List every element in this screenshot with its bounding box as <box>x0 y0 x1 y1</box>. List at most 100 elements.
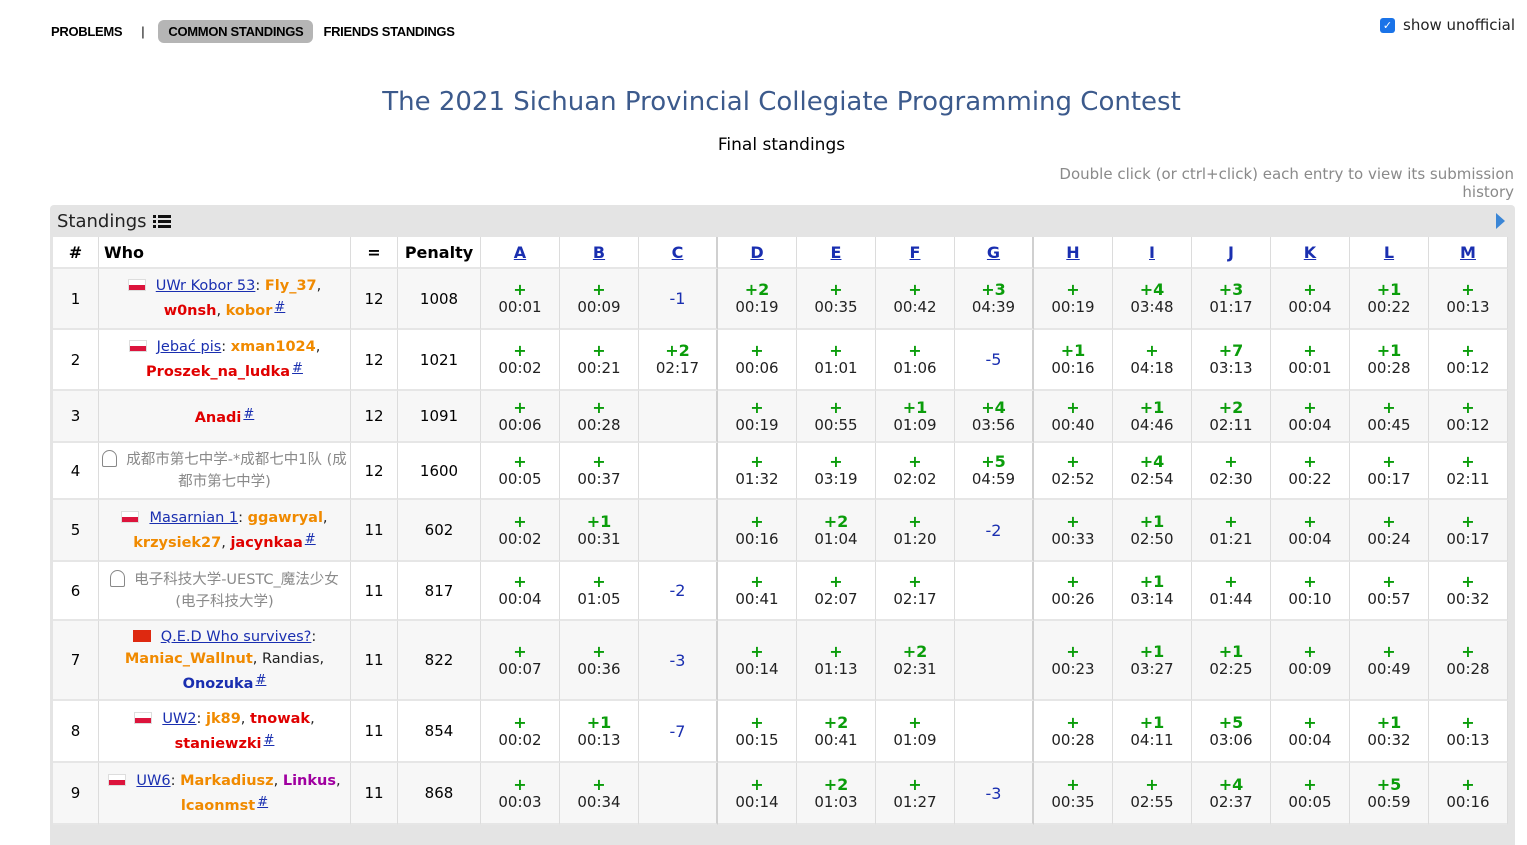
problem-result-cell[interactable]: +00:28 <box>560 391 639 443</box>
member-handle[interactable]: Markadiusz <box>180 772 274 789</box>
member-handle[interactable]: krzysiek27 <box>133 534 222 551</box>
party-hash-link[interactable]: # <box>304 531 316 547</box>
problem-result-cell[interactable]: +02:30 <box>1192 443 1271 500</box>
problem-result-cell[interactable]: +3 01:17 <box>1192 269 1271 330</box>
problem-result-cell[interactable]: +02:52 <box>1034 443 1113 500</box>
party-cell[interactable]: Q.E.D Who survives?: Maniac_Wallnut, Rand… <box>99 621 351 701</box>
problem-result-cell[interactable]: +00:49 <box>1350 621 1429 701</box>
problem-result-cell[interactable]: +02:02 <box>876 443 955 500</box>
problem-link-h[interactable]: H <box>1066 242 1080 262</box>
problem-link-m[interactable]: M <box>1460 242 1476 262</box>
problem-result-cell[interactable]: +01:13 <box>797 621 876 701</box>
team-name-link[interactable]: Masarnian 1 <box>149 509 239 526</box>
party-cell[interactable]: 成都市第七中学-*成都七中1队 (成都市第七中学) <box>99 443 351 500</box>
problem-result-cell[interactable]: +00:16 <box>718 500 797 562</box>
problem-result-cell[interactable]: +1 03:14 <box>1113 562 1192 621</box>
problem-result-cell[interactable]: +1 02:50 <box>1113 500 1192 562</box>
problem-result-cell[interactable]: +1 04:11 <box>1113 701 1192 763</box>
problem-link-f[interactable]: F <box>909 242 921 262</box>
member-handle[interactable]: jacynkaa <box>230 534 303 551</box>
member-handle[interactable]: w0nsh <box>163 303 217 319</box>
problem-result-cell[interactable] <box>639 500 718 562</box>
member-handle[interactable]: xman1024 <box>230 339 316 355</box>
problem-result-cell[interactable]: +00:34 <box>560 763 639 825</box>
member-handle[interactable]: Anadi <box>194 409 242 426</box>
problem-result-cell[interactable]: +02:07 <box>797 562 876 621</box>
problem-result-cell[interactable]: +2 01:03 <box>797 763 876 825</box>
problem-result-cell[interactable]: +00:28 <box>1034 701 1113 763</box>
problem-result-cell[interactable]: +00:06 <box>718 330 797 391</box>
standings-row[interactable]: 8 UW2: jk89, tnowak, staniewzki #11 854 +00:0… <box>53 701 1508 763</box>
problem-result-cell[interactable]: +03:19 <box>797 443 876 500</box>
problem-result-cell[interactable]: +00:01 <box>481 269 560 330</box>
problem-result-cell[interactable]: +00:04 <box>1271 500 1350 562</box>
problem-result-cell[interactable]: +4 03:48 <box>1113 269 1192 330</box>
problem-result-cell[interactable]: +00:17 <box>1429 500 1508 562</box>
party-cell[interactable]: Anadi # <box>99 391 351 443</box>
problem-result-cell[interactable]: +00:55 <box>797 391 876 443</box>
problem-link-k[interactable]: K <box>1303 242 1317 262</box>
problem-result-cell[interactable]: +00:40 <box>1034 391 1113 443</box>
party-hash-link[interactable]: # <box>263 732 275 748</box>
problem-result-cell[interactable]: +00:01 <box>1271 330 1350 391</box>
problem-link-b[interactable]: B <box>592 242 606 262</box>
team-name-link[interactable]: UW2 <box>162 710 197 727</box>
problem-result-cell[interactable]: +00:19 <box>718 391 797 443</box>
problem-result-cell[interactable]: +00:04 <box>1271 701 1350 763</box>
team-name-link[interactable]: Jebać pis <box>156 339 222 355</box>
problem-result-cell[interactable]: +01:27 <box>876 763 955 825</box>
standings-row[interactable]: 5 Masarnian 1: ggawryal, krzysiek27, jacyn… <box>53 500 1508 562</box>
problem-result-cell[interactable]: +00:06 <box>481 391 560 443</box>
problem-result-cell[interactable]: +00:10 <box>1271 562 1350 621</box>
problem-result-cell[interactable]: +01:09 <box>876 701 955 763</box>
problem-result-cell[interactable] <box>639 391 718 443</box>
party-hash-link[interactable]: # <box>243 406 255 422</box>
problem-result-cell[interactable]: +00:13 <box>1429 701 1508 763</box>
problem-result-cell[interactable]: +00:02 <box>481 330 560 391</box>
problem-result-cell[interactable]: +5 00:59 <box>1350 763 1429 825</box>
problem-result-cell[interactable]: -1 <box>639 269 718 330</box>
problem-result-cell[interactable]: +00:33 <box>1034 500 1113 562</box>
problem-result-cell[interactable] <box>955 562 1034 621</box>
party-hash-link[interactable]: # <box>274 300 286 315</box>
problem-result-cell[interactable]: +2 02:17 <box>639 330 718 391</box>
problem-result-cell[interactable]: +02:11 <box>1429 443 1508 500</box>
problem-link-j[interactable]: J <box>1228 242 1234 262</box>
party-cell[interactable]: Jebać pis: xman1024, Proszek_na_ludka # <box>99 330 351 391</box>
member-handle[interactable]: kobor <box>225 303 273 319</box>
party-hash-link[interactable]: # <box>255 672 267 688</box>
problem-result-cell[interactable] <box>639 763 718 825</box>
problem-result-cell[interactable]: +00:19 <box>1034 269 1113 330</box>
problem-result-cell[interactable]: +00:36 <box>560 621 639 701</box>
problem-result-cell[interactable]: +01:05 <box>560 562 639 621</box>
problem-result-cell[interactable]: +00:24 <box>1350 500 1429 562</box>
problem-result-cell[interactable]: +2 02:31 <box>876 621 955 701</box>
problem-result-cell[interactable]: +00:23 <box>1034 621 1113 701</box>
party-cell[interactable]: UWr Kobor 53: Fly_37, w0nsh, kobor # <box>99 269 351 330</box>
problem-result-cell[interactable]: +5 04:59 <box>955 443 1034 500</box>
problem-result-cell[interactable]: +00:37 <box>560 443 639 500</box>
problem-result-cell[interactable]: +00:35 <box>797 269 876 330</box>
show-unofficial-toggle[interactable]: ✓ show unofficial <box>1380 16 1515 34</box>
standings-row[interactable]: 6 电子科技大学-UESTC_魔法少女 (电子科技大学) 11 817 +00:04 +0… <box>53 562 1508 621</box>
problem-result-cell[interactable]: +00:22 <box>1271 443 1350 500</box>
party-hash-link[interactable]: # <box>292 361 303 376</box>
problem-link-e[interactable]: E <box>830 242 842 262</box>
problem-result-cell[interactable]: +2 00:41 <box>797 701 876 763</box>
problem-result-cell[interactable]: +04:18 <box>1113 330 1192 391</box>
problem-result-cell[interactable]: +00:05 <box>481 443 560 500</box>
member-handle[interactable]: ggawryal <box>247 509 323 526</box>
problem-result-cell[interactable]: +1 00:22 <box>1350 269 1429 330</box>
problem-result-cell[interactable]: +00:09 <box>1271 621 1350 701</box>
problem-result-cell[interactable]: +00:17 <box>1350 443 1429 500</box>
standings-row[interactable]: 1 UWr Kobor 53: Fly_37, w0nsh, kobor #12 100… <box>53 269 1508 330</box>
problem-result-cell[interactable]: +02:17 <box>876 562 955 621</box>
problem-result-cell[interactable]: +1 03:27 <box>1113 621 1192 701</box>
problem-result-cell[interactable]: -3 <box>639 621 718 701</box>
member-handle[interactable]: staniewzki <box>174 735 262 752</box>
party-hash-link[interactable]: # <box>257 794 269 810</box>
member-handle[interactable]: tnowak <box>250 710 311 727</box>
problem-result-cell[interactable]: +00:07 <box>481 621 560 701</box>
problem-link-i[interactable]: I <box>1149 242 1155 262</box>
problem-result-cell[interactable]: +3 04:39 <box>955 269 1034 330</box>
